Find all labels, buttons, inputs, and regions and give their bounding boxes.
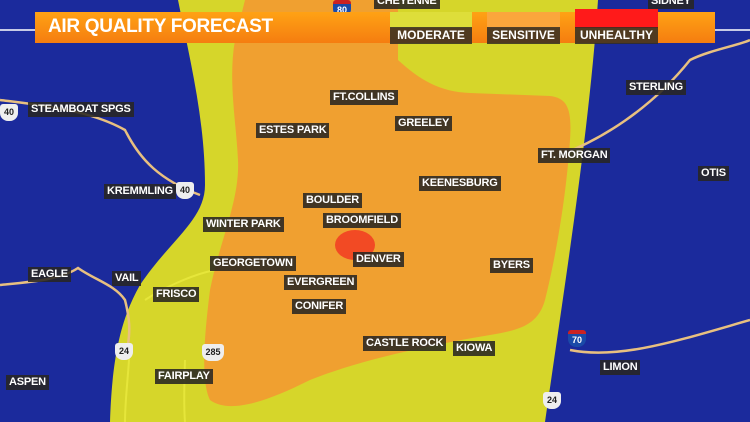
road-i70-east [569,318,750,354]
city-label: VAIL [112,271,142,286]
city-label: STEAMBOAT SPGS [28,102,134,117]
legend-label-unhealthy: UNHEALTHY [575,27,658,44]
city-label: CASTLE ROCK [363,336,447,351]
us-24-shield: 24 [115,343,133,360]
road-i76 [559,38,750,157]
city-label: ASPEN [6,375,49,390]
city-label: FT.COLLINS [330,90,398,105]
legend-label-sensitive: SENSITIVE [487,27,560,44]
city-label: OTIS [698,166,729,181]
city-label: EAGLE [28,267,71,282]
city-label: KREMMLING [104,184,177,199]
city-label: BOULDER [303,193,362,208]
city-label: BROOMFIELD [323,213,401,228]
city-label: WINTER PARK [203,217,284,232]
city-label: GEORGETOWN [210,256,296,271]
us-40-shield: 40 [176,182,194,199]
city-label: DENVER [353,252,404,267]
city-label: CHEYENNE [374,0,440,9]
us-40-shield-west: 40 [0,104,18,121]
i-70-shield: 70 [568,330,586,347]
us-24-shield-east: 24 [543,392,561,409]
road-us285 [183,359,186,422]
city-label: KEENESBURG [419,176,501,191]
us-285-shield: 285 [202,344,224,361]
legend-swatch-unhealthy [575,9,658,28]
city-label: GREELEY [395,116,453,131]
city-label: FT. MORGAN [538,148,611,163]
city-label: EVERGREEN [284,275,358,290]
city-label: STERLING [626,80,687,95]
legend-swatch-moderate [390,12,472,28]
city-label: FAIRPLAY [155,369,213,384]
city-label: KIOWA [453,341,496,356]
city-label: SIDNEY [648,0,694,9]
city-label: LIMON [600,360,641,375]
city-label: CONIFER [292,299,347,314]
city-label: ESTES PARK [256,123,330,138]
city-label: BYERS [490,258,533,273]
city-label: FRISCO [153,287,200,302]
road-i70-mid [144,269,216,301]
legend-label-moderate: MODERATE [390,27,472,44]
page-title: AIR QUALITY FORECAST [48,16,273,37]
legend-swatch-sensitive [487,12,560,28]
